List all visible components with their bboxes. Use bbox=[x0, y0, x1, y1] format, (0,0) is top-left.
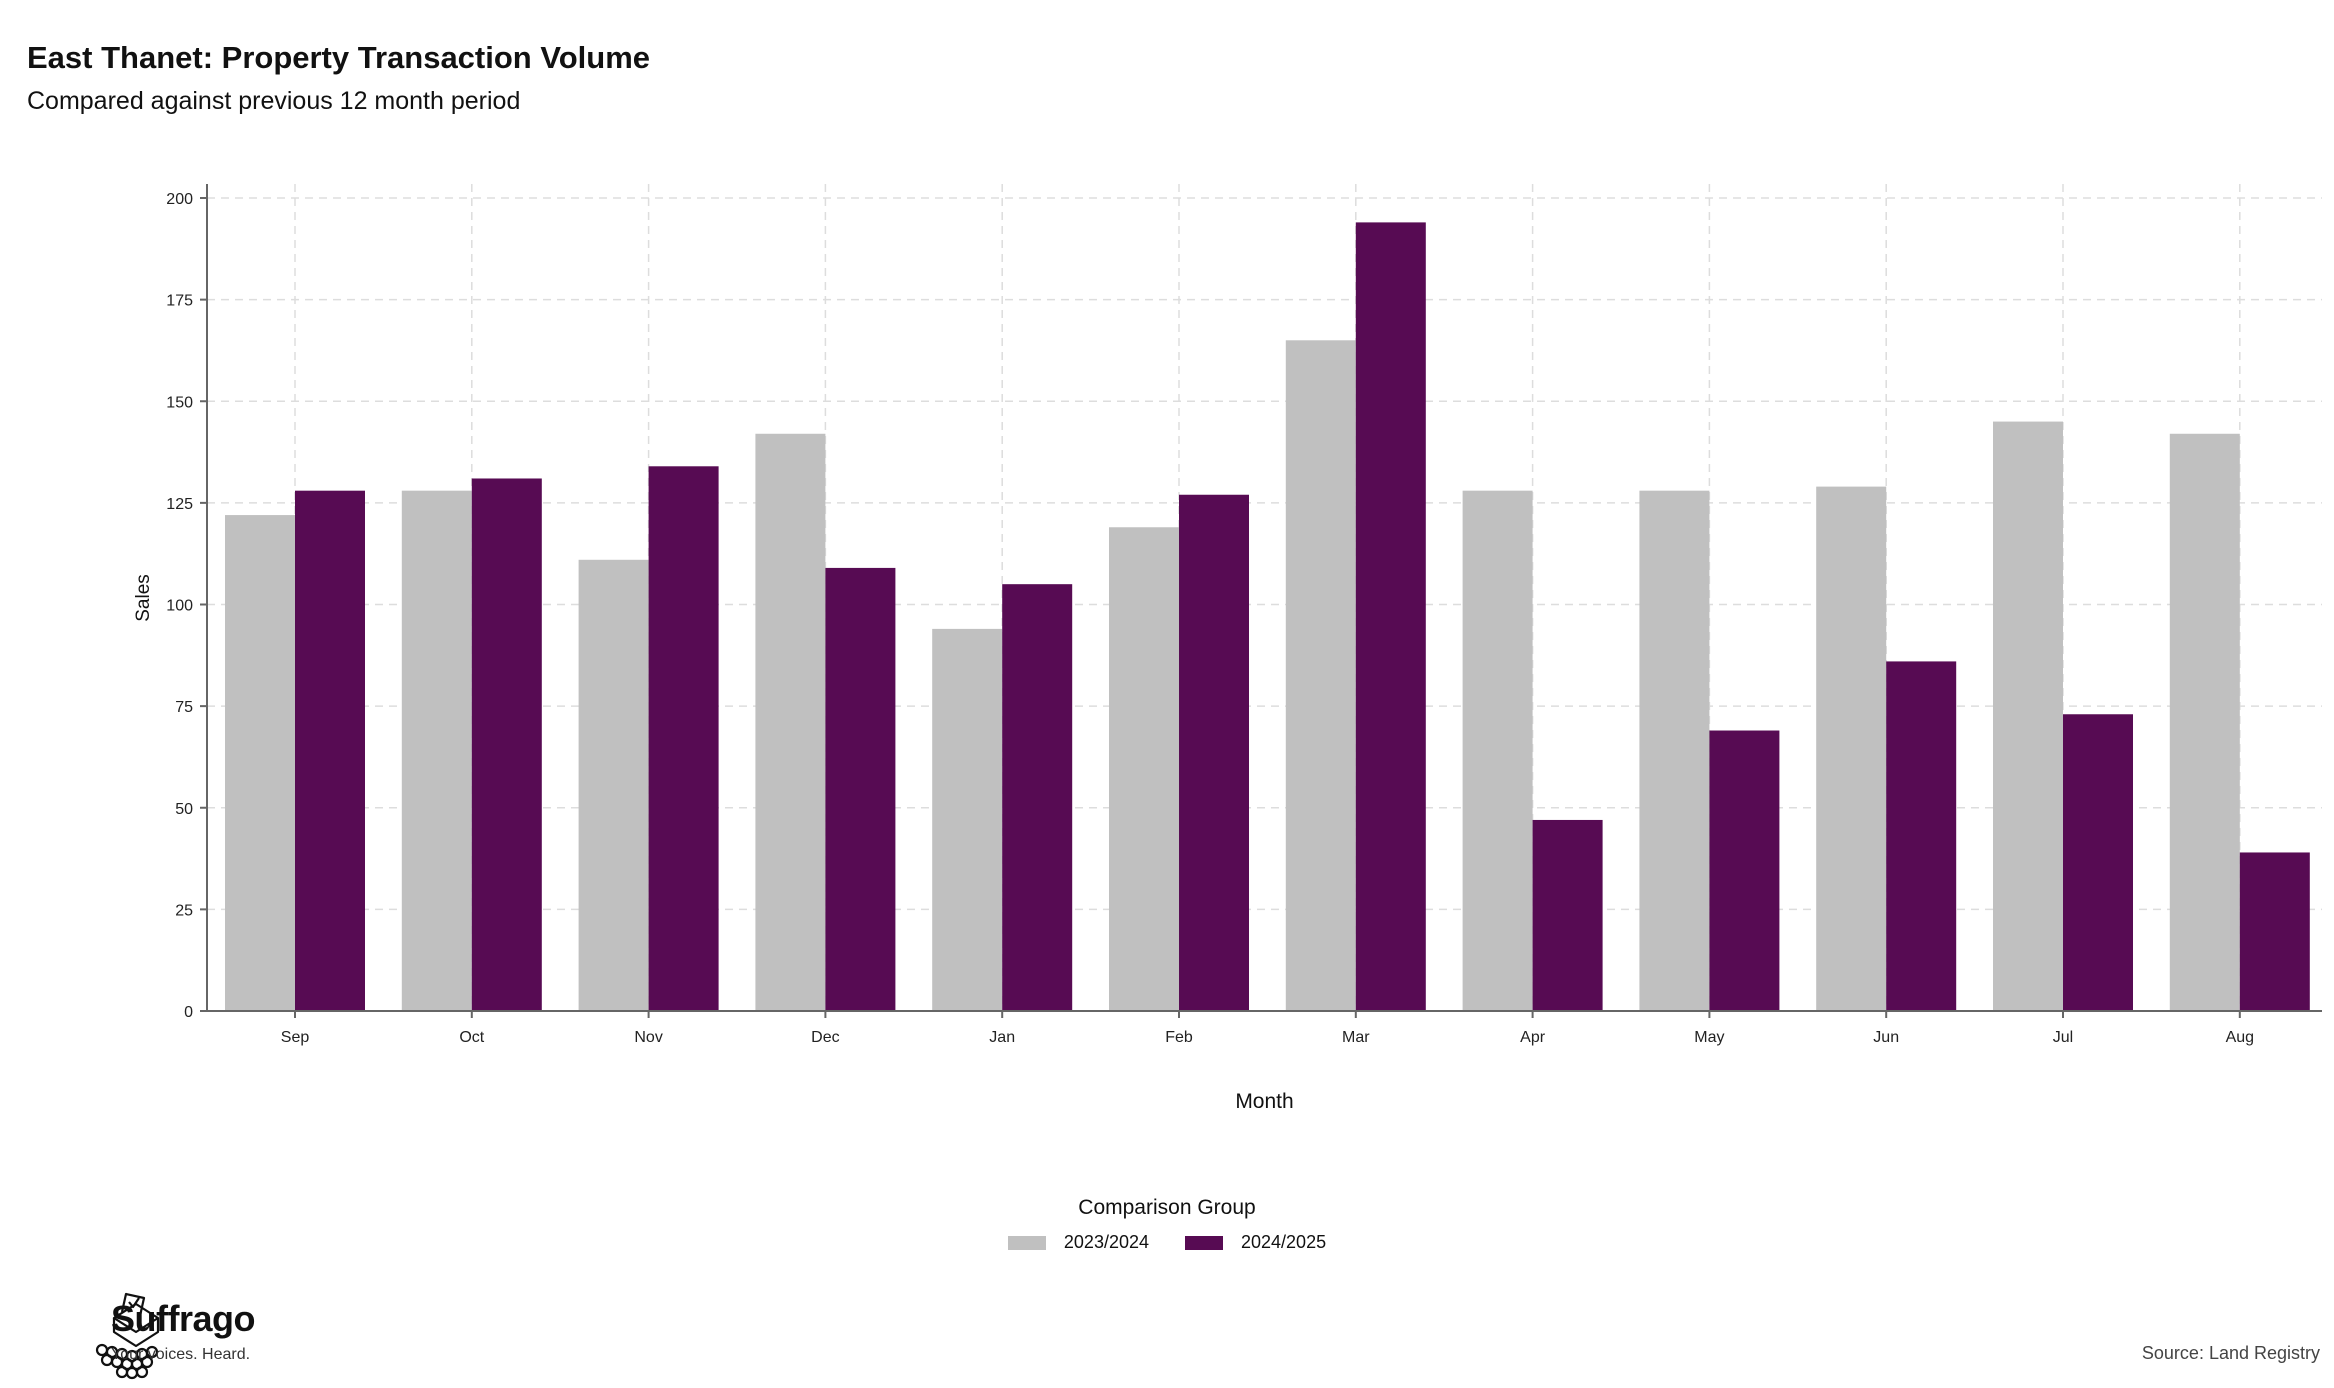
bar-2024-2025-mar bbox=[1355, 222, 1426, 1011]
x-tick-label: Mar bbox=[1342, 1029, 1370, 1046]
x-tick-label: Aug bbox=[2226, 1029, 2254, 1046]
legend-items: 2023/2024 2024/2025 bbox=[0, 1232, 2334, 1253]
y-tick-label: 125 bbox=[166, 496, 193, 513]
source-note: Source: Land Registry bbox=[2141, 1343, 2320, 1363]
brand-tagline: Your voices. Heard. bbox=[111, 1346, 251, 1363]
y-tick-label: 200 bbox=[166, 191, 193, 208]
bar-2023-2024-dec bbox=[755, 433, 826, 1011]
x-tick-label: Sep bbox=[281, 1029, 310, 1046]
y-axis-title: Sales bbox=[133, 574, 154, 622]
bar-2023-2024-oct bbox=[401, 490, 472, 1011]
y-tick-label: 25 bbox=[175, 902, 193, 919]
bar-2023-2024-jan bbox=[932, 628, 1003, 1011]
legend-item: 2023/2024 bbox=[1007, 1232, 1149, 1253]
x-tick-label: Apr bbox=[1520, 1029, 1546, 1046]
chart-title: East Thanet: Property Transaction Volume bbox=[27, 40, 651, 75]
legend-item: 2024/2025 bbox=[1185, 1232, 1326, 1253]
bar-2024-2025-feb bbox=[1179, 494, 1249, 1011]
brand-name: Suffrago bbox=[111, 1298, 256, 1339]
bar-chart: 0 25 50 75 100 125 150 175 200 Sep Oct Nov Dec Jan Feb… bbox=[133, 184, 2322, 1113]
x-tick-label: Jan bbox=[989, 1029, 1015, 1046]
x-tick-label: Feb bbox=[1165, 1029, 1193, 1046]
bar-2023-2024-feb bbox=[1109, 527, 1179, 1011]
legend-label: 2024/2025 bbox=[1241, 1232, 1327, 1252]
y-tick-label: 0 bbox=[184, 1004, 193, 1021]
bar-2024-2025-jul bbox=[2063, 714, 2133, 1011]
legend-swatch bbox=[1007, 1235, 1046, 1250]
bar-2024-2025-jan bbox=[1002, 584, 1073, 1011]
bar-2023-2024-may bbox=[1639, 490, 1710, 1011]
legend-label: 2023/2024 bbox=[1063, 1232, 1149, 1252]
y-tick-label: 50 bbox=[175, 801, 193, 818]
bar-2024-2025-jun bbox=[1886, 661, 1957, 1011]
bar-2023-2024-sep bbox=[225, 515, 295, 1011]
chart-subtitle: Compared against previous 12 month perio… bbox=[27, 87, 521, 115]
bar-2024-2025-aug bbox=[2239, 852, 2310, 1011]
bar-2024-2025-oct bbox=[471, 478, 542, 1011]
bar-2023-2024-mar bbox=[1285, 340, 1356, 1011]
bar-2023-2024-jun bbox=[1816, 486, 1887, 1011]
bar-2023-2024-jul bbox=[1993, 421, 2063, 1011]
bar-2023-2024-apr bbox=[1462, 490, 1533, 1011]
x-tick-label: Jul bbox=[2053, 1029, 2073, 1046]
bar-2024-2025-apr bbox=[1532, 819, 1603, 1011]
y-tick-label: 100 bbox=[166, 598, 193, 615]
y-tick-label: 75 bbox=[175, 699, 193, 716]
x-tick-label: Dec bbox=[811, 1029, 839, 1046]
y-tick-label: 175 bbox=[166, 293, 193, 310]
x-tick-label: Oct bbox=[459, 1029, 484, 1046]
legend-swatch bbox=[1185, 1235, 1223, 1250]
x-tick-label: Nov bbox=[634, 1029, 662, 1046]
x-axis-title: Month bbox=[1235, 1090, 1293, 1113]
bar-2023-2024-aug bbox=[2169, 433, 2240, 1011]
bar-2024-2025-dec bbox=[825, 567, 896, 1011]
bar-2024-2025-may bbox=[1709, 730, 1780, 1011]
bar-2023-2024-nov bbox=[578, 559, 649, 1011]
suffrago-logo-icon bbox=[95, 1292, 160, 1380]
x-tick-label: May bbox=[1694, 1029, 1724, 1046]
bar-2024-2025-sep bbox=[295, 490, 365, 1011]
legend-title: Comparison Group bbox=[1078, 1196, 1256, 1219]
y-tick-label: 150 bbox=[166, 394, 193, 411]
bar-2024-2025-nov bbox=[648, 466, 719, 1011]
x-tick-label: Jun bbox=[1873, 1029, 1899, 1046]
